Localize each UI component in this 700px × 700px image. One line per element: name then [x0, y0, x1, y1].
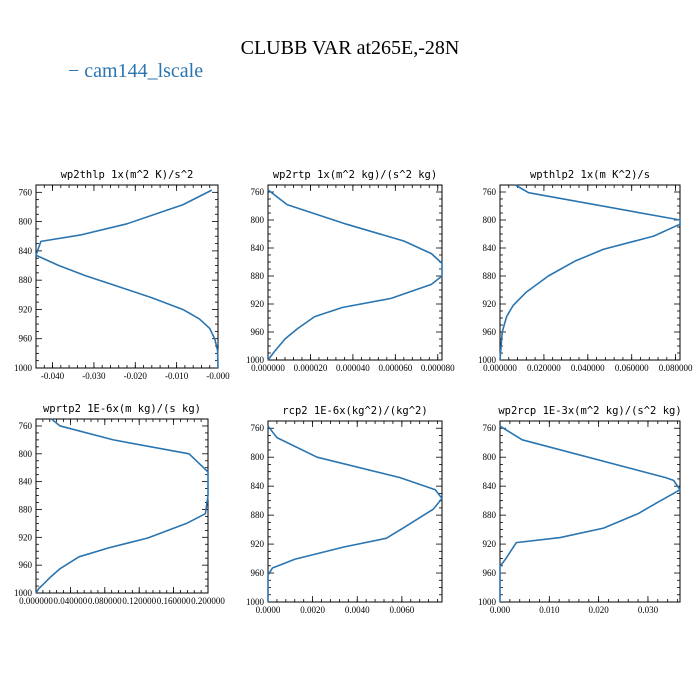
x-tick-label: -0.040 [41, 371, 65, 381]
y-tick-label: 800 [251, 215, 265, 225]
y-tick-label: 840 [251, 243, 265, 253]
y-tick-label: 960 [19, 334, 33, 344]
x-tick-label: -0.030 [82, 371, 106, 381]
plot-frame [267, 420, 443, 603]
x-tick-label: 0.000 [490, 605, 511, 615]
y-tick-label: 800 [19, 449, 33, 459]
x-tick-label: 0.000080 [421, 363, 455, 373]
x-tick-label: 0.000020 [294, 363, 328, 373]
x-tick-label: 0.080000 [88, 596, 122, 606]
x-tick-label: 0.000040 [336, 363, 370, 373]
panel-6: wp2rcp 1E-3x(m^2 kg)/(s^2 kg)760 800 840 88… [478, 405, 682, 615]
y-tick-label: 760 [483, 423, 497, 433]
plot-frame [499, 184, 681, 361]
y-tick-label: 880 [483, 510, 497, 520]
panel-5: rcp2 1E-6x(kg^2)/(kg^2) 760 800 840 880 920 96… [246, 405, 443, 615]
x-tick-label: 0.030 [638, 605, 659, 615]
y-tick-label: 960 [483, 568, 497, 578]
series-line [267, 189, 443, 361]
y-tick-label: 920 [251, 299, 265, 309]
y-tick-label: 960 [251, 327, 265, 337]
series-line [499, 184, 681, 361]
figure-title: CLUBB VAR at265E,-28N [241, 37, 460, 59]
y-tick-label: 920 [483, 299, 497, 309]
y-tick-label: 840 [251, 481, 265, 491]
x-tick-label: 0.080000 [659, 363, 693, 373]
y-tick-label: 880 [19, 275, 33, 285]
series-line [35, 189, 219, 369]
x-tick-label: 0.0040 [345, 605, 370, 615]
panel-title: wp2rtp 1x(m^2 kg)/(s^2 kg) [273, 169, 437, 181]
y-tick-label: 880 [251, 510, 265, 520]
x-tick-label: 0.000000 [19, 596, 53, 606]
y-tick-label: 760 [251, 423, 265, 433]
x-tick-label: -0.000 [206, 371, 230, 381]
y-tick-label: 960 [483, 327, 497, 337]
y-tick-label: 920 [19, 532, 33, 542]
plot-frame [499, 420, 681, 603]
panel-3: wpthlp2 1x(m K^2)/s 760 800 840 880 920 960 100… [478, 169, 693, 373]
y-tick-label: 920 [483, 539, 497, 549]
x-tick-label: 0.0060 [389, 605, 414, 615]
x-tick-label: 0.010 [539, 605, 560, 615]
panel-2: wp2rtp 1x(m^2 kg)/(s^2 kg) 760 800 840 880 92… [246, 169, 455, 373]
x-tick-label: 0.000000 [251, 363, 285, 373]
x-tick-label: 0.120000 [122, 596, 156, 606]
panels: wp2thlp 1x(m^2 K)/s^2 760 800 840 880 920 960 1… [14, 169, 693, 615]
y-tick-label: 760 [483, 187, 497, 197]
x-tick-label: 0.000060 [378, 363, 412, 373]
x-tick-label: 0.060000 [615, 363, 649, 373]
y-tick-label: 1000 [246, 355, 265, 365]
y-tick-label: 800 [483, 452, 497, 462]
y-tick-label: 880 [19, 504, 33, 514]
y-tick-label: 800 [483, 215, 497, 225]
panel-4: wprtp2 1E-6x(m kg)/(s kg) 760 800 840 880 920… [14, 403, 225, 606]
panel-title: wp2thlp 1x(m^2 K)/s^2 [61, 169, 194, 181]
y-tick-label: 840 [483, 243, 497, 253]
series-line [35, 418, 209, 594]
y-tick-label: 920 [19, 304, 33, 314]
y-tick-label: 760 [19, 421, 33, 431]
y-tick-label: 840 [19, 477, 33, 487]
y-tick-label: 800 [19, 217, 33, 227]
plot-frame [35, 184, 219, 369]
y-tick-label: 760 [19, 187, 33, 197]
plot-frame [35, 418, 209, 594]
y-tick-label: 880 [483, 271, 497, 281]
y-tick-label: 760 [251, 187, 265, 197]
x-tick-label: -0.020 [124, 371, 148, 381]
panel-title: wpthlp2 1x(m K^2)/s [530, 169, 650, 181]
y-tick-label: 840 [19, 246, 33, 256]
x-tick-label: 0.000000 [483, 363, 517, 373]
x-tick-label: 0.020 [589, 605, 610, 615]
series-line [499, 425, 681, 602]
panel-title: wprtp2 1E-6x(m kg)/(s kg) [43, 403, 201, 415]
y-tick-label: 1000 [478, 355, 497, 365]
x-tick-label: 0.040000 [54, 596, 88, 606]
y-tick-label: 920 [251, 539, 265, 549]
x-tick-label: 0.020000 [527, 363, 561, 373]
y-tick-label: 1000 [14, 588, 33, 598]
x-tick-label: 0.160000 [157, 596, 191, 606]
legend-entry: − cam144_lscale [68, 60, 203, 82]
y-tick-label: 800 [251, 452, 265, 462]
y-tick-label: 960 [19, 560, 33, 570]
series-line [267, 425, 443, 602]
x-tick-label: 0.200000 [191, 596, 225, 606]
panel-title: rcp2 1E-6x(kg^2)/(kg^2) [282, 405, 427, 417]
x-tick-label: 0.0000 [256, 605, 281, 615]
y-tick-label: 840 [483, 481, 497, 491]
x-tick-label: 0.0020 [300, 605, 325, 615]
y-tick-label: 1000 [246, 597, 265, 607]
panel-title: wp2rcp 1E-3x(m^2 kg)/(s^2 kg) [498, 405, 681, 417]
y-tick-label: 880 [251, 271, 265, 281]
y-tick-label: 1000 [14, 363, 33, 373]
y-tick-label: 1000 [478, 597, 497, 607]
panel-1: wp2thlp 1x(m^2 K)/s^2 760 800 840 880 920 960 1… [14, 169, 230, 381]
x-tick-label: -0.010 [165, 371, 189, 381]
x-tick-label: 0.040000 [571, 363, 605, 373]
plot-frame [267, 184, 443, 361]
y-tick-label: 960 [251, 568, 265, 578]
